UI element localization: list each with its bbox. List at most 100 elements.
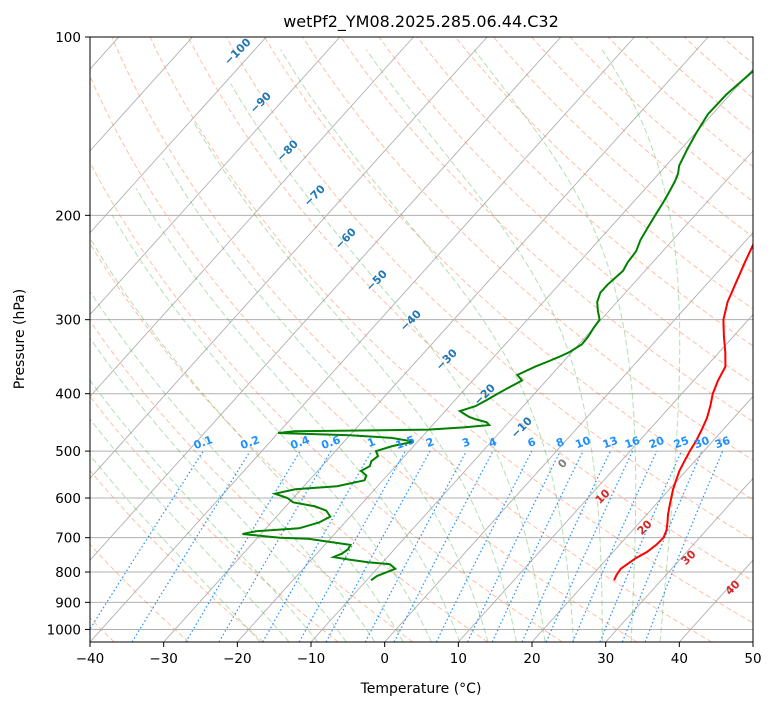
dry-adiabat bbox=[90, 395, 339, 642]
isotherm-label: 40 bbox=[723, 577, 743, 597]
mixing-ratio-line bbox=[185, 450, 301, 642]
x-tick-label: 30 bbox=[597, 651, 614, 667]
mixing-ratio-line bbox=[521, 450, 611, 642]
mixing-ratio-line bbox=[298, 450, 406, 642]
mixing-ratio-label: 36 bbox=[713, 434, 732, 452]
isotherm-label: −60 bbox=[332, 225, 359, 252]
y-tick-label: 800 bbox=[55, 565, 81, 581]
mixing-ratio-line bbox=[90, 450, 204, 631]
dry-adiabat bbox=[90, 543, 190, 642]
isotherm-label: −50 bbox=[363, 267, 390, 294]
y-tick-label: 400 bbox=[55, 387, 81, 403]
isotherm-gridline bbox=[90, 37, 267, 234]
y-tick-label: 200 bbox=[55, 208, 81, 224]
isotherm-label: −90 bbox=[247, 89, 274, 116]
mixing-ratio-label: 0.2 bbox=[239, 433, 262, 452]
mixing-ratio-line bbox=[435, 450, 533, 642]
isotherm-gridline bbox=[457, 313, 753, 642]
dry-adiabat bbox=[755, 32, 775, 642]
mixing-ratio-line bbox=[131, 450, 251, 642]
dry-adiabat bbox=[263, 37, 753, 501]
dry-adiabat bbox=[454, 37, 753, 310]
x-axis: −40 −30 −20 −10 0 10 20 30 40 50 bbox=[76, 642, 762, 667]
plot-clip-group bbox=[90, 32, 775, 642]
mixing-ratio-label: 30 bbox=[692, 434, 711, 452]
dry-adiabat bbox=[340, 37, 753, 423]
dry-adiabat bbox=[721, 37, 753, 65]
y-axis-label: Pressure (hPa) bbox=[12, 289, 28, 389]
y-tick-label: 1000 bbox=[47, 622, 81, 638]
x-tick-label: −10 bbox=[297, 651, 326, 667]
x-tick-label: 10 bbox=[450, 651, 467, 667]
chart-title: wetPf2_YM08.2025.285.06.44.C32 bbox=[283, 12, 559, 32]
y-tick-label: 500 bbox=[55, 444, 81, 460]
x-tick-label: 0 bbox=[380, 651, 389, 667]
dry-adiabat bbox=[90, 161, 563, 642]
dry-adiabat bbox=[569, 37, 753, 203]
dry-adiabat bbox=[187, 37, 753, 582]
mixing-ratio-label: 6 bbox=[526, 435, 538, 450]
isotherm-label: −80 bbox=[274, 137, 301, 164]
mixing-ratio-label: 13 bbox=[601, 434, 620, 451]
moist-adiabat bbox=[135, 187, 461, 642]
moist-adiabat bbox=[90, 418, 290, 642]
isotherm-gridline bbox=[752, 641, 753, 642]
mixing-ratio-label: 1.5 bbox=[394, 433, 417, 452]
dry-adiabat bbox=[645, 37, 753, 133]
isotherm-label: −40 bbox=[397, 307, 424, 334]
plot-area: −100−90−80−70−60−50−40−30−20−10010203040… bbox=[90, 32, 775, 642]
mixing-ratio-label: 10 bbox=[573, 434, 592, 452]
isotherm-gridline bbox=[605, 477, 753, 642]
y-axis: 100 200 300 400 500 600 700 800 900 1000 bbox=[47, 30, 90, 638]
moist-adiabat bbox=[90, 239, 404, 642]
mixing-ratio-line bbox=[644, 450, 724, 642]
isotherm-gridline bbox=[90, 37, 488, 479]
isotherm-gridline bbox=[90, 37, 414, 398]
temperature-trace bbox=[613, 242, 753, 581]
moist-adiabat bbox=[473, 49, 637, 642]
isotherm-gridline bbox=[90, 37, 562, 561]
mixing-ratio-line bbox=[325, 450, 431, 642]
y-tick-label: 100 bbox=[55, 30, 81, 46]
dry-adiabat bbox=[149, 37, 753, 624]
x-tick-label: 20 bbox=[523, 651, 540, 667]
isotherm-label: −70 bbox=[301, 182, 328, 209]
moist-adiabat bbox=[601, 49, 681, 642]
dry-adiabat bbox=[378, 37, 753, 385]
mixing-ratio-label: 0.6 bbox=[319, 433, 342, 452]
y-tick-label: 700 bbox=[55, 531, 81, 547]
dry-adiabat bbox=[111, 37, 712, 642]
mixing-ratio-label: 25 bbox=[672, 434, 691, 451]
moist-adiabat bbox=[230, 83, 546, 642]
x-tick-label: −20 bbox=[223, 651, 252, 667]
mixing-ratio-line bbox=[262, 450, 373, 642]
mixing-ratio-label: 20 bbox=[647, 434, 666, 452]
isotherm-label: 30 bbox=[679, 547, 699, 567]
mixing-ratio-line bbox=[364, 450, 467, 642]
mixing-ratio-label: 4 bbox=[487, 435, 499, 450]
isotherm-gridline bbox=[236, 68, 753, 642]
mixing-ratio-line bbox=[545, 450, 634, 642]
mixing-ratio-label: 1 bbox=[366, 435, 378, 450]
dry-adiabat bbox=[90, 469, 264, 642]
isotherm-gridline bbox=[678, 559, 753, 642]
mixing-ratio-line bbox=[466, 450, 561, 642]
mixing-ratio-label: 0.4 bbox=[289, 433, 312, 452]
mixing-ratio-line bbox=[621, 450, 703, 642]
mixing-ratio-line bbox=[572, 450, 658, 642]
mixing-ratio-line bbox=[491, 450, 584, 642]
isotherm-gridline bbox=[90, 37, 635, 642]
dry-adiabat bbox=[90, 242, 488, 642]
dry-adiabat bbox=[90, 75, 638, 642]
mixing-ratio-label: 0.1 bbox=[192, 433, 215, 452]
isotherm-gridline bbox=[310, 150, 753, 642]
moist-adiabat bbox=[90, 337, 347, 642]
plot-frame bbox=[89, 36, 754, 643]
y-tick-label: 600 bbox=[55, 491, 81, 507]
x-tick-label: −40 bbox=[76, 651, 105, 667]
moist-adiabat bbox=[365, 49, 603, 642]
moist-adiabat bbox=[90, 379, 319, 642]
isotherm-label: 20 bbox=[635, 517, 655, 537]
dry-adiabat bbox=[683, 37, 753, 99]
dry-adiabat bbox=[90, 320, 414, 642]
